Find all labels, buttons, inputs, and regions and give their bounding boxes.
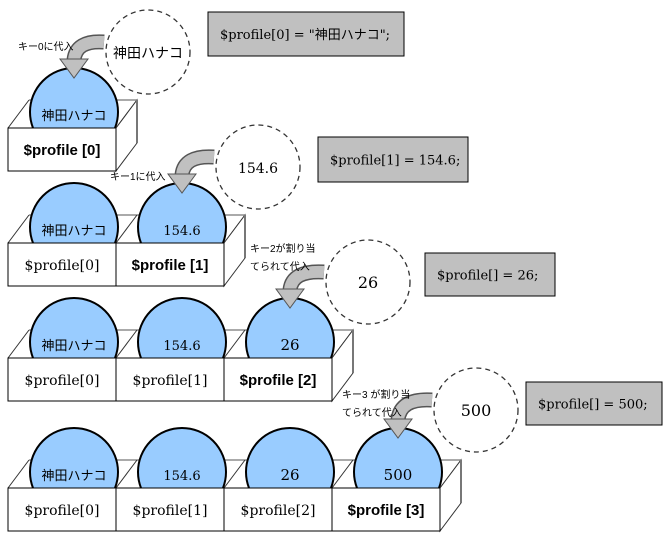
assignment-note: キー0に代入 <box>18 41 74 53</box>
ball-value: 154.6 <box>163 224 200 239</box>
assignment-note: てられて代入 <box>342 407 402 419</box>
arrow-icon <box>176 150 215 177</box>
code-statement: $profile[] = 500; <box>538 398 648 413</box>
box-edge <box>115 214 138 244</box>
box-edge <box>223 459 246 489</box>
box-edge <box>223 329 246 359</box>
code-statement: $profile[0] = "神田ハナコ"; <box>220 28 390 43</box>
box-edge <box>7 214 30 244</box>
code-box <box>525 381 663 426</box>
cell-label: $profile[0] <box>25 503 100 519</box>
array-cell <box>223 357 333 402</box>
array-cell <box>7 487 117 532</box>
ball-value: 26 <box>280 466 299 484</box>
arrow-icon <box>68 35 105 62</box>
ball-value: 154.6 <box>163 469 200 484</box>
array-cell <box>7 357 117 402</box>
incoming-value-circle <box>105 9 191 95</box>
incoming-value: 154.6 <box>238 161 278 177</box>
box-edge <box>7 329 30 359</box>
box-edge <box>7 99 30 129</box>
ball-value: 500 <box>384 466 413 484</box>
assignment-note: てられて代入 <box>250 261 310 273</box>
box-edge <box>331 459 354 489</box>
incoming-value: 神田ハナコ <box>113 46 183 62</box>
incoming-value-circle <box>325 239 411 325</box>
ball-value: 154.6 <box>163 339 200 354</box>
arrow-icon <box>392 393 433 422</box>
cell-label: $profile[0] <box>25 373 100 389</box>
cell-label: $profile[0] <box>25 258 100 274</box>
step-3: 神田ハナコ 154.6 26 500 $profile[0] $profile[1] $pr… <box>7 367 663 533</box>
array-cell <box>115 357 225 402</box>
step-0: 神田ハナコ $profile [0] 神田ハナコ キー0に代入 $profile[0] … <box>7 9 405 173</box>
cell-label: $profile [3] <box>348 502 425 519</box>
cell-label: $profile[2] <box>241 503 316 519</box>
array-cell <box>331 487 441 532</box>
ball-value: 神田ハナコ <box>41 469 106 484</box>
incoming-value-circle <box>433 367 519 453</box>
arrow-head-icon <box>275 288 305 309</box>
box-side <box>439 458 462 533</box>
arrow-head-icon <box>167 173 197 194</box>
code-statement: $profile[] = 26; <box>437 269 538 284</box>
assignment-note: キー1に代入 <box>110 171 166 183</box>
array-cell <box>7 242 117 287</box>
ball-value: 26 <box>280 336 299 354</box>
cell-label: $profile[1] <box>133 503 208 519</box>
ball-value: 神田ハナコ <box>41 339 106 354</box>
code-box <box>207 11 405 57</box>
box-side <box>223 213 246 288</box>
assignment-note: キー3 が割り当 <box>342 388 410 401</box>
box-edge <box>115 459 138 489</box>
incoming-value: 26 <box>358 273 378 292</box>
arrow-head-icon <box>59 58 89 79</box>
array-cell <box>115 242 225 287</box>
ball-value: 神田ハナコ <box>41 109 106 124</box>
step-2: 神田ハナコ 154.6 26 $profile[0] $profile[1] $profi… <box>7 239 556 403</box>
box-edge <box>115 329 138 359</box>
code-statement: $profile[1] = 154.6; <box>330 154 460 169</box>
cell-label: $profile [0] <box>24 142 101 159</box>
incoming-value: 500 <box>461 401 492 420</box>
array-cell <box>7 127 117 172</box>
code-box <box>424 252 556 297</box>
ball-value: 神田ハナコ <box>41 224 106 239</box>
cell-label: $profile [2] <box>240 372 317 389</box>
cell-label: $profile[1] <box>133 373 208 389</box>
arrow-icon <box>284 265 325 292</box>
arrow-head-icon <box>383 418 413 439</box>
box-side <box>115 98 138 173</box>
cell-label: $profile [1] <box>132 257 209 274</box>
box-edge <box>7 459 30 489</box>
step-1: 神田ハナコ 154.6 $profile[0] $profile [1] 154.6 キー… <box>7 124 469 288</box>
code-box <box>317 136 469 183</box>
array-cell <box>223 487 333 532</box>
assignment-note: キー2が割り当 <box>250 242 316 255</box>
incoming-value-circle <box>215 124 301 210</box>
